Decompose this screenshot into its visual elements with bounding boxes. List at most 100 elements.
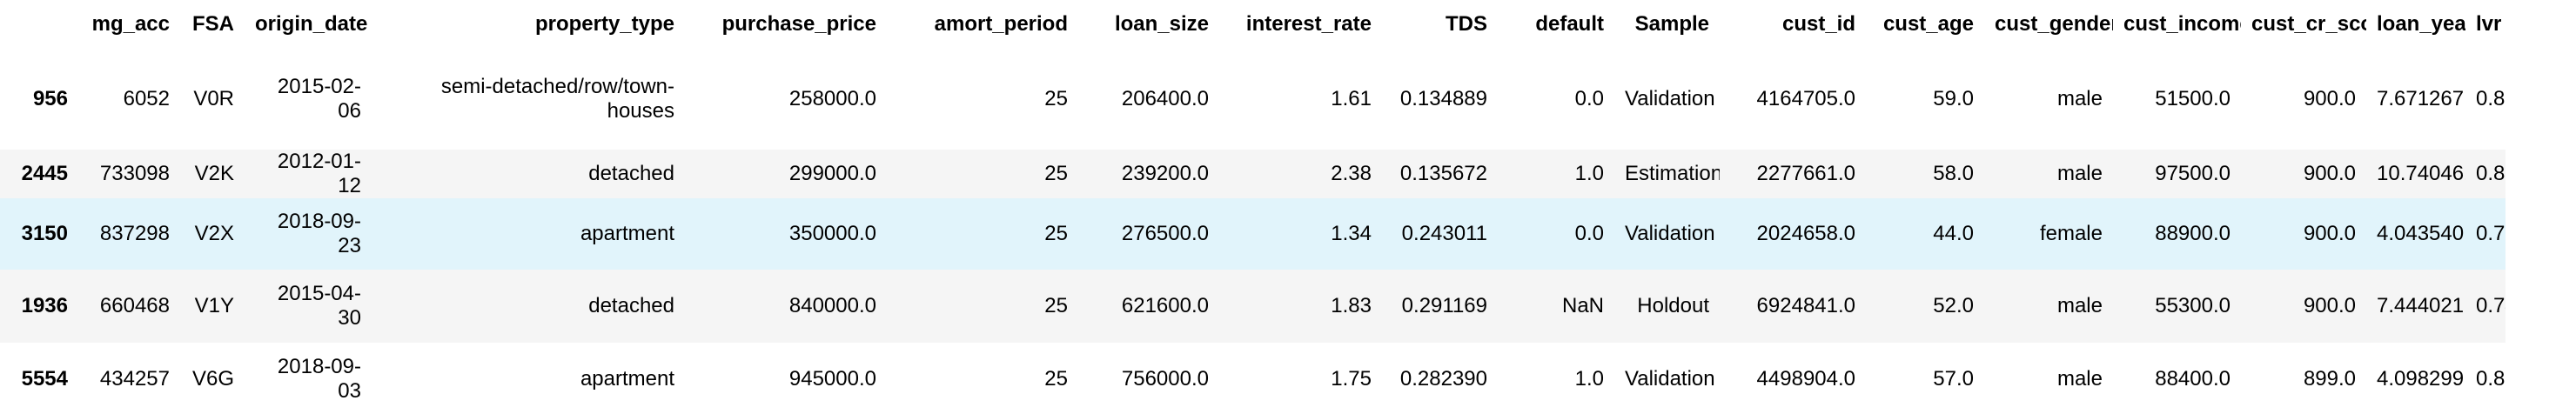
cell-cust-cr-score: 900.0: [2303, 294, 2356, 317]
cell-origin-date: 2018-09-23: [277, 210, 361, 257]
cell-property-type: detached: [588, 294, 674, 317]
column-header-amort-period: amort_period: [934, 12, 1068, 36]
cell-cust-cr-score: 900.0: [2303, 162, 2356, 185]
cell-mg-acc: 6052: [123, 87, 170, 110]
cell-cust-gender: male: [2056, 87, 2103, 110]
cell-purchase-price: 299000.0: [788, 162, 876, 185]
cell-cust-gender: male: [2056, 294, 2103, 317]
cell-origin-date: 2012-01-12: [277, 150, 361, 197]
cell-tds: 0.282390: [1399, 367, 1487, 391]
column-header-cust-cr-score: cust_cr_score: [2251, 12, 2366, 36]
cell-mg-acc: 434257: [99, 367, 170, 391]
row-index: 956: [32, 87, 68, 110]
cell-origin-date: 2018-09-03: [277, 355, 361, 403]
cell-cust-cr-score: 900.0: [2303, 87, 2356, 110]
cell-cust-income: 88400.0: [2155, 367, 2231, 391]
cell-mg-acc: 660468: [99, 294, 170, 317]
cell-cust-income: 55300.0: [2155, 294, 2231, 317]
table-row: 5554 434257 V6G 2018-09-03 apartment 945000.0…: [0, 343, 2506, 414]
column-header-origin-date: origin_date: [255, 12, 368, 36]
cell-lvr: 0.80: [2476, 162, 2506, 185]
cell-lvr: 0.80: [2476, 87, 2506, 110]
cell-sample: Validation: [1625, 222, 1715, 245]
column-header-loan-size: loan_size: [1114, 12, 1209, 36]
cell-origin-date: 2015-04-30: [277, 282, 361, 330]
cell-interest-rate: 1.61: [1331, 87, 1372, 110]
cell-fsa: V2K: [194, 162, 234, 185]
row-index: 2445: [21, 162, 68, 185]
cell-sample: Estimation: [1625, 162, 1720, 185]
cell-loan-size: 276500.0: [1121, 222, 1209, 245]
cell-fsa: V2X: [194, 222, 234, 245]
cell-property-type: apartment: [580, 222, 674, 245]
cell-amort-period: 25: [1044, 367, 1068, 391]
cell-cust-gender: male: [2056, 367, 2103, 391]
cell-loan-years: 4.098299: [2377, 367, 2465, 391]
cell-loan-years: 4.043540: [2377, 222, 2465, 245]
cell-tds: 0.135672: [1399, 162, 1487, 185]
column-header-mg-acc: mg_acc: [91, 12, 170, 36]
cell-interest-rate: 1.34: [1331, 222, 1372, 245]
row-index: 1936: [21, 294, 68, 317]
cell-cust-id: 6924841.0: [1756, 294, 1855, 317]
cell-cust-id: 4164705.0: [1756, 87, 1855, 110]
cell-default: 0.0: [1574, 222, 1604, 245]
cell-mg-acc: 733098: [99, 162, 170, 185]
cell-fsa: V0R: [193, 87, 234, 110]
cell-tds: 0.243011: [1401, 222, 1487, 245]
cell-purchase-price: 945000.0: [788, 367, 876, 391]
cell-purchase-price: 840000.0: [788, 294, 876, 317]
cell-loan-size: 621600.0: [1121, 294, 1209, 317]
cell-lvr: 0.79: [2476, 222, 2506, 245]
cell-interest-rate: 1.75: [1331, 367, 1372, 391]
cell-cust-gender: female: [2039, 222, 2103, 245]
column-header-cust-income: cust_income: [2123, 12, 2241, 36]
cell-origin-date: 2015-02-06: [277, 75, 361, 123]
cell-cust-income: 97500.0: [2155, 162, 2231, 185]
column-header-lvr: lvr: [2476, 12, 2502, 36]
column-header-cust-gender: cust_gender: [1995, 12, 2113, 36]
cell-default: NaN: [1561, 294, 1604, 317]
cell-property-type: apartment: [580, 367, 674, 391]
cell-cust-income: 51500.0: [2155, 87, 2231, 110]
index-header: [0, 0, 78, 49]
cell-fsa: V1Y: [194, 294, 234, 317]
cell-lvr: 0.74: [2476, 294, 2506, 317]
column-header-default: default: [1535, 12, 1604, 36]
cell-loan-size: 206400.0: [1121, 87, 1209, 110]
column-header-cust-age: cust_age: [1882, 12, 1974, 36]
cell-cust-age: 57.0: [1933, 367, 1974, 391]
dataframe-table: mg_acc FSA origin_date property_type purchas…: [0, 0, 2506, 414]
cell-loan-years: 7.671267: [2377, 87, 2465, 110]
table-header: mg_acc FSA origin_date property_type purchas…: [0, 0, 2506, 49]
table-row: 3150 837298 V2X 2018-09-23 apartment 350000.0…: [0, 198, 2506, 270]
cell-loan-years: 7.444021: [2377, 294, 2465, 317]
cell-mg-acc: 837298: [99, 222, 170, 245]
column-header-tds: TDS: [1446, 12, 1487, 36]
cell-cust-cr-score: 899.0: [2303, 367, 2356, 391]
cell-cust-id: 2024658.0: [1756, 222, 1855, 245]
cell-tds: 0.291169: [1401, 294, 1487, 317]
cell-loan-years: 10.740461: [2377, 162, 2465, 185]
column-header-property-type: property_type: [534, 12, 674, 36]
cell-amort-period: 25: [1044, 87, 1068, 110]
cell-property-type: semi-detached/row/town-houses: [440, 75, 674, 123]
cell-sample: Holdout: [1637, 294, 1709, 317]
cell-default: 1.0: [1574, 162, 1604, 185]
column-header-loan-years: loan_years: [2377, 12, 2465, 36]
cell-tds: 0.134889: [1399, 87, 1487, 110]
cell-sample: Validation: [1625, 367, 1715, 391]
column-header-fsa: FSA: [192, 12, 234, 36]
row-index: 5554: [21, 367, 68, 391]
cell-interest-rate: 2.38: [1331, 162, 1372, 185]
table-row: 1936 660468 V1Y 2015-04-30 detached 840000.0 2…: [0, 270, 2506, 343]
cell-sample: Validation: [1625, 87, 1715, 110]
cell-loan-size: 756000.0: [1121, 367, 1209, 391]
cell-purchase-price: 350000.0: [788, 222, 876, 245]
column-header-sample: Sample: [1634, 12, 1709, 36]
cell-cust-age: 44.0: [1933, 222, 1974, 245]
cell-default: 1.0: [1574, 367, 1604, 391]
cell-default: 0.0: [1574, 87, 1604, 110]
table-body: 956 6052 V0R 2015-02-06 semi-detached/row/to…: [0, 49, 2506, 414]
header-row: mg_acc FSA origin_date property_type purchas…: [0, 0, 2506, 49]
